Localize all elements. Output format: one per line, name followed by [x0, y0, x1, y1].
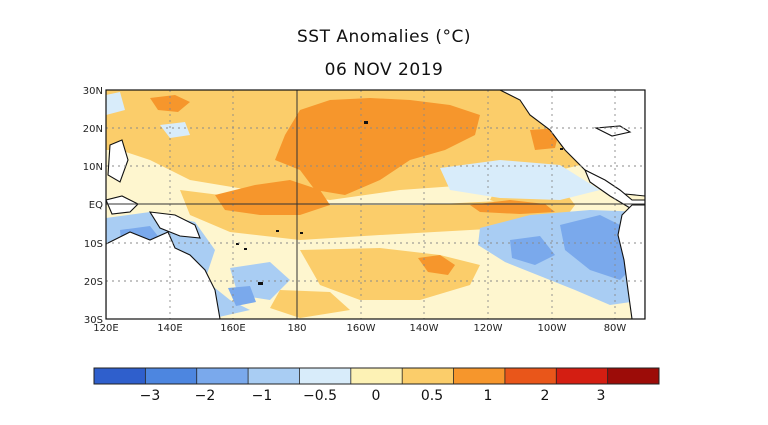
land-masses	[106, 90, 645, 319]
colorbar-label-minus1: −1	[252, 388, 273, 404]
lat-label-30n: 30N	[83, 86, 103, 97]
colorbar-swatch-8	[504, 368, 557, 384]
new-guinea-land	[148, 211, 201, 239]
pacific-islands	[236, 121, 563, 285]
indonesia-land	[106, 195, 139, 215]
lat-label-10n: 10N	[83, 162, 103, 173]
south-america-land	[617, 204, 645, 319]
colorbar-label-minus0.5: −0.5	[303, 388, 337, 404]
colorbar-frame	[93, 367, 660, 385]
colorbar-swatch-10	[607, 368, 660, 384]
lat-label-20s: 20S	[84, 277, 103, 288]
colorbar-swatch-3	[248, 368, 300, 384]
colorbar-labels: −3 −2 −1 −0.5 0 0.5 1 2 3	[140, 388, 606, 404]
chart-title: SST Anomalies (°C)	[297, 27, 471, 47]
colorbar-swatch-6	[402, 368, 455, 384]
colorbar-swatch-4	[299, 368, 352, 384]
chart-date: 06 NOV 2019	[324, 60, 444, 80]
colorbar-label-1: 1	[484, 388, 493, 404]
warm-patch-southwest	[270, 290, 350, 318]
philippines-land	[107, 139, 129, 183]
strong-warm-south	[418, 255, 455, 275]
cool-patch-equator-east	[440, 160, 600, 200]
strong-warm-northeast-pacific	[275, 98, 480, 195]
strong-warm-dateline	[215, 180, 330, 215]
australia-land	[106, 231, 221, 319]
lat-label-eq: EQ	[89, 200, 103, 211]
map-plot-area	[106, 90, 645, 319]
lon-label-100w: 100W	[538, 323, 567, 334]
colorbar-label-0: 0	[372, 388, 381, 404]
colorbar-swatch-7	[453, 368, 506, 384]
colorbar	[93, 367, 660, 385]
latitude-labels: 30N 20N 10N EQ 10S 20S 30S	[83, 86, 103, 326]
lon-label-160e: 160E	[220, 323, 245, 334]
lon-label-140w: 140W	[410, 323, 439, 334]
lon-label-120e: 120E	[93, 323, 118, 334]
map-frame	[105, 89, 646, 320]
cuba-island	[593, 125, 632, 137]
colorbar-label-3: 3	[597, 388, 606, 404]
colorbar-label-minus3: −3	[140, 388, 161, 404]
lon-label-160w: 160W	[347, 323, 376, 334]
lon-label-80w: 80W	[604, 323, 627, 334]
cool-patch-north-small	[160, 122, 190, 138]
lat-label-10s: 10S	[84, 239, 103, 250]
lon-label-140e: 140E	[157, 323, 182, 334]
colorbar-swatch-2	[196, 368, 249, 384]
cool-patch-nw-small	[106, 92, 125, 115]
colorbar-swatch-5	[350, 368, 403, 384]
lat-label-30s: 30S	[84, 315, 103, 326]
colorbar-label-minus2: −2	[195, 388, 216, 404]
longitude-labels: 120E 140E 160E 180 160W 140W 120W 100W 8…	[93, 323, 626, 334]
colorbar-swatch-1	[145, 368, 198, 384]
colorbar-label-2: 2	[541, 388, 550, 404]
colorbar-swatch-9	[556, 368, 609, 384]
strong-cool-southwest	[228, 286, 256, 306]
lon-label-180: 180	[287, 323, 306, 334]
lon-label-120w: 120W	[474, 323, 503, 334]
lat-label-20n: 20N	[83, 124, 103, 135]
colorbar-swatch-0	[94, 368, 146, 384]
colorbar-label-0.5: 0.5	[421, 388, 443, 404]
reference-lines	[106, 90, 645, 319]
